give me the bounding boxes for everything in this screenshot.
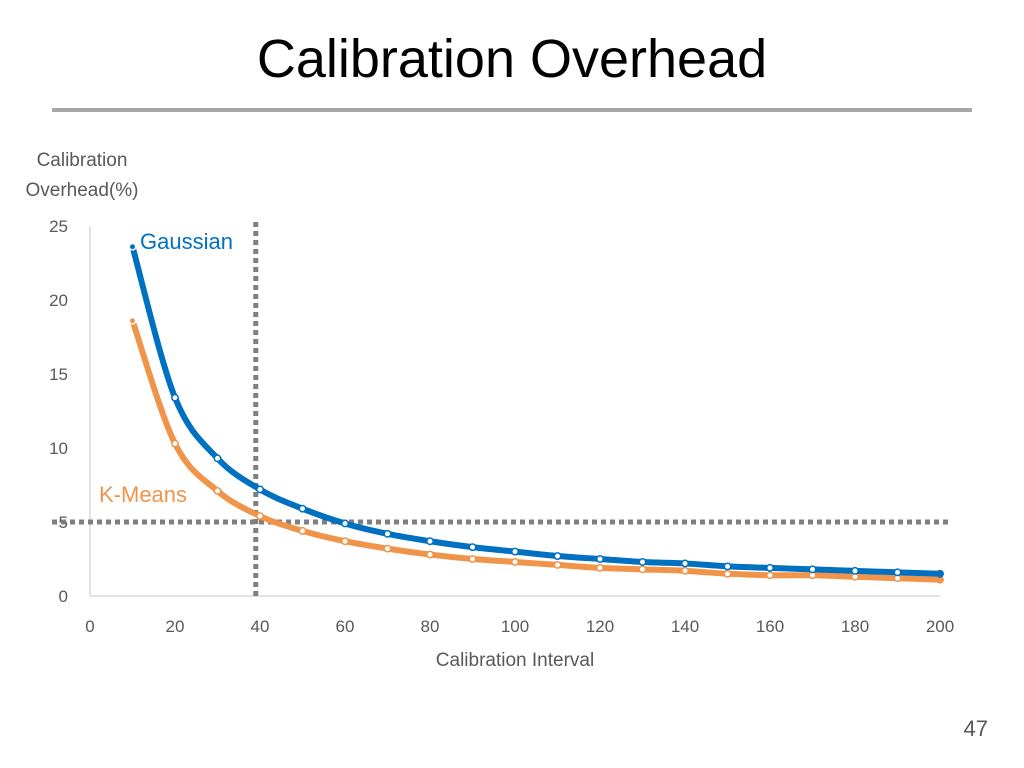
data-point-gaussian xyxy=(596,555,604,563)
slide-title: Calibration Overhead xyxy=(256,29,768,89)
series-line-gaussian xyxy=(129,243,943,577)
chart-labels: Calibration Overhead(%) Calibration Interv… xyxy=(26,150,595,671)
y-tick-label: 25 xyxy=(49,217,68,236)
series-label-gaussian: Gaussian xyxy=(140,229,233,254)
data-point-gaussian xyxy=(638,558,647,566)
x-axis-title: Calibration Interval xyxy=(436,650,594,671)
data-point-k-means xyxy=(596,563,604,572)
x-tick-label: 200 xyxy=(926,617,954,636)
data-point-k-means xyxy=(128,316,137,325)
chart-axes: 0510152025020406080100120140160180200 xyxy=(49,217,954,636)
data-point-gaussian xyxy=(681,559,689,568)
data-point-gaussian xyxy=(723,562,732,571)
data-point-gaussian xyxy=(341,519,349,528)
data-point-gaussian xyxy=(426,537,434,546)
data-point-k-means xyxy=(171,439,179,448)
y-tick-label: 20 xyxy=(49,291,68,310)
x-tick-label: 120 xyxy=(586,617,614,636)
data-point-gaussian xyxy=(851,566,859,575)
x-tick-label: 160 xyxy=(756,617,784,636)
series-line-k-means xyxy=(129,317,943,583)
data-point-gaussian xyxy=(128,242,137,251)
data-point-k-means xyxy=(511,558,519,566)
y-tick-label: 10 xyxy=(49,439,68,458)
reference-lines xyxy=(52,222,948,596)
y-axis-title: Calibration xyxy=(37,150,128,171)
x-tick-label: 180 xyxy=(841,617,869,636)
x-tick-label: 60 xyxy=(336,617,355,636)
y-tick-label: 15 xyxy=(49,365,68,384)
data-point-k-means xyxy=(468,555,477,563)
data-point-gaussian xyxy=(511,547,519,556)
data-point-k-means xyxy=(213,486,222,495)
data-point-gaussian xyxy=(808,565,817,574)
data-point-k-means xyxy=(426,550,434,559)
data-point-gaussian xyxy=(766,563,774,572)
data-point-gaussian xyxy=(213,454,222,463)
title-divider xyxy=(52,108,972,112)
data-point-k-means xyxy=(638,565,647,574)
y-axis-title: Overhead(%) xyxy=(26,180,139,201)
data-point-k-means xyxy=(766,571,774,580)
data-point-gaussian xyxy=(298,504,307,513)
x-tick-label: 140 xyxy=(671,617,699,636)
data-point-gaussian xyxy=(553,552,562,560)
data-point-gaussian xyxy=(936,569,944,578)
data-point-k-means xyxy=(383,544,392,553)
page-number: 47 xyxy=(963,716,988,741)
data-point-gaussian xyxy=(383,529,392,538)
y-tick-label: 0 xyxy=(59,587,68,606)
data-point-gaussian xyxy=(171,393,179,402)
data-point-k-means xyxy=(681,566,689,575)
data-point-k-means xyxy=(723,569,732,578)
x-tick-label: 100 xyxy=(501,617,529,636)
data-point-k-means xyxy=(256,512,264,521)
x-tick-label: 80 xyxy=(421,617,440,636)
data-point-gaussian xyxy=(256,485,264,494)
data-point-k-means xyxy=(553,560,562,569)
data-point-k-means xyxy=(298,526,307,535)
x-tick-label: 0 xyxy=(85,617,94,636)
series-label-k-means: K-Means xyxy=(99,482,187,507)
data-point-gaussian xyxy=(893,568,902,577)
data-point-k-means xyxy=(341,537,349,546)
data-point-gaussian xyxy=(468,543,477,552)
series-layer xyxy=(128,242,944,584)
x-tick-label: 20 xyxy=(166,617,185,636)
x-tick-label: 40 xyxy=(251,617,270,636)
